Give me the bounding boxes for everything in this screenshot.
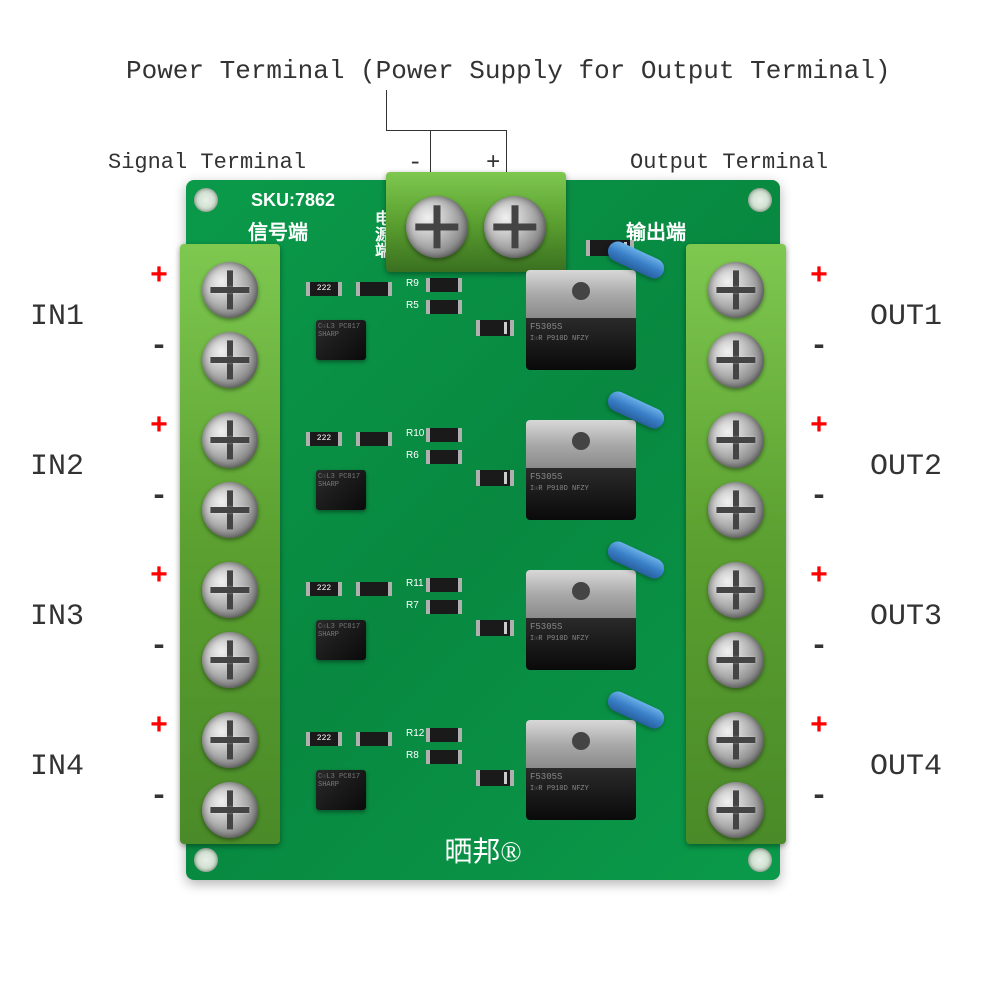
input-screw xyxy=(202,412,258,468)
mounting-hole xyxy=(194,188,218,212)
smd-resistor xyxy=(426,578,462,592)
diode xyxy=(476,770,514,786)
output-terminal-label: Output Terminal xyxy=(630,150,828,175)
mosfet: F5305SI☉R P910D NFZY xyxy=(526,720,636,820)
output-screw xyxy=(708,712,764,768)
mounting-hole xyxy=(194,848,218,872)
in2-neg: - xyxy=(150,480,168,514)
optocoupler: C☉L3 PC817 SHARP xyxy=(316,770,366,810)
in1-pos: + xyxy=(150,260,168,294)
optocoupler: C☉L3 PC817 SHARP xyxy=(316,620,366,660)
mosfet: F5305SI☉R P910D NFZY xyxy=(526,420,636,520)
output-screw xyxy=(708,412,764,468)
out4-pos: + xyxy=(810,710,828,744)
leader-line xyxy=(386,90,387,130)
optocoupler: C☉L3 PC817 SHARP xyxy=(316,320,366,360)
out4-label: OUT4 xyxy=(870,750,942,784)
input-screw xyxy=(202,262,258,318)
input-screw xyxy=(202,632,258,688)
out2-neg: - xyxy=(810,480,828,514)
mounting-hole xyxy=(748,188,772,212)
in2-label: IN2 xyxy=(30,450,84,484)
in4-neg: - xyxy=(150,780,168,814)
power-terminal-label: Power Terminal (Power Supply for Output … xyxy=(126,56,891,86)
output-terminal-block xyxy=(686,244,786,844)
input-screw xyxy=(202,562,258,618)
resistor-label: R7 xyxy=(406,600,419,611)
smd-resistor xyxy=(356,432,392,446)
smd-resistor xyxy=(426,728,462,742)
mosfet: F5305SI☉R P910D NFZY xyxy=(526,570,636,670)
smd-resistor xyxy=(426,450,462,464)
power-terminal-block xyxy=(386,172,566,272)
signal-terminal-label: Signal Terminal xyxy=(108,150,306,175)
out1-label: OUT1 xyxy=(870,300,942,334)
mosfet: F5305SI☉R P910D NFZY xyxy=(526,270,636,370)
resistor-label: R11 xyxy=(406,578,424,589)
out3-pos: + xyxy=(810,560,828,594)
smd-resistor xyxy=(356,732,392,746)
output-screw xyxy=(708,782,764,838)
leader-line xyxy=(386,130,506,131)
output-screw xyxy=(708,632,764,688)
brand-logo: 晒邦® xyxy=(444,830,521,870)
out1-neg: - xyxy=(810,330,828,364)
output-screw xyxy=(708,482,764,538)
resistor-label: R9 xyxy=(406,278,419,289)
output-screw xyxy=(708,332,764,388)
power-screw-neg xyxy=(406,196,468,258)
smd-resistor xyxy=(426,428,462,442)
resistor-label: R6 xyxy=(406,450,419,461)
smd-resistor: 222 xyxy=(306,732,342,746)
resistor-label: R12 xyxy=(406,728,424,739)
output-cn-text: 输出端 xyxy=(626,216,686,245)
smd-resistor: 222 xyxy=(306,582,342,596)
sku-text: SKU:7862 xyxy=(251,190,335,211)
output-screw xyxy=(708,562,764,618)
diode xyxy=(476,620,514,636)
out1-pos: + xyxy=(810,260,828,294)
input-screw xyxy=(202,712,258,768)
power-screw-pos xyxy=(484,196,546,258)
smd-resistor xyxy=(426,600,462,614)
pcb-board: SKU:7862 信号端 电源端 输出端 222 R9 R5 xyxy=(186,180,780,880)
input-screw xyxy=(202,332,258,388)
smd-resistor xyxy=(426,750,462,764)
in4-pos: + xyxy=(150,710,168,744)
in3-pos: + xyxy=(150,560,168,594)
mounting-hole xyxy=(748,848,772,872)
in1-neg: - xyxy=(150,330,168,364)
in4-label: IN4 xyxy=(30,750,84,784)
smd-resistor xyxy=(426,278,462,292)
smd-resistor xyxy=(356,282,392,296)
in3-label: IN3 xyxy=(30,600,84,634)
out2-pos: + xyxy=(810,410,828,444)
resistor-label: R8 xyxy=(406,750,419,761)
input-screw xyxy=(202,782,258,838)
out3-label: OUT3 xyxy=(870,600,942,634)
out4-neg: - xyxy=(810,780,828,814)
out2-label: OUT2 xyxy=(870,450,942,484)
in1-label: IN1 xyxy=(30,300,84,334)
out3-neg: - xyxy=(810,630,828,664)
signal-cn-text: 信号端 xyxy=(248,216,308,245)
input-terminal-block xyxy=(180,244,280,844)
in2-pos: + xyxy=(150,410,168,444)
resistor-label: R5 xyxy=(406,300,419,311)
diode xyxy=(476,470,514,486)
smd-resistor: 222 xyxy=(306,432,342,446)
input-screw xyxy=(202,482,258,538)
resistor-label: R10 xyxy=(406,428,424,439)
smd-resistor xyxy=(356,582,392,596)
diode xyxy=(476,320,514,336)
in3-neg: - xyxy=(150,630,168,664)
optocoupler: C☉L3 PC817 SHARP xyxy=(316,470,366,510)
smd-resistor xyxy=(426,300,462,314)
smd-resistor: 222 xyxy=(306,282,342,296)
output-screw xyxy=(708,262,764,318)
